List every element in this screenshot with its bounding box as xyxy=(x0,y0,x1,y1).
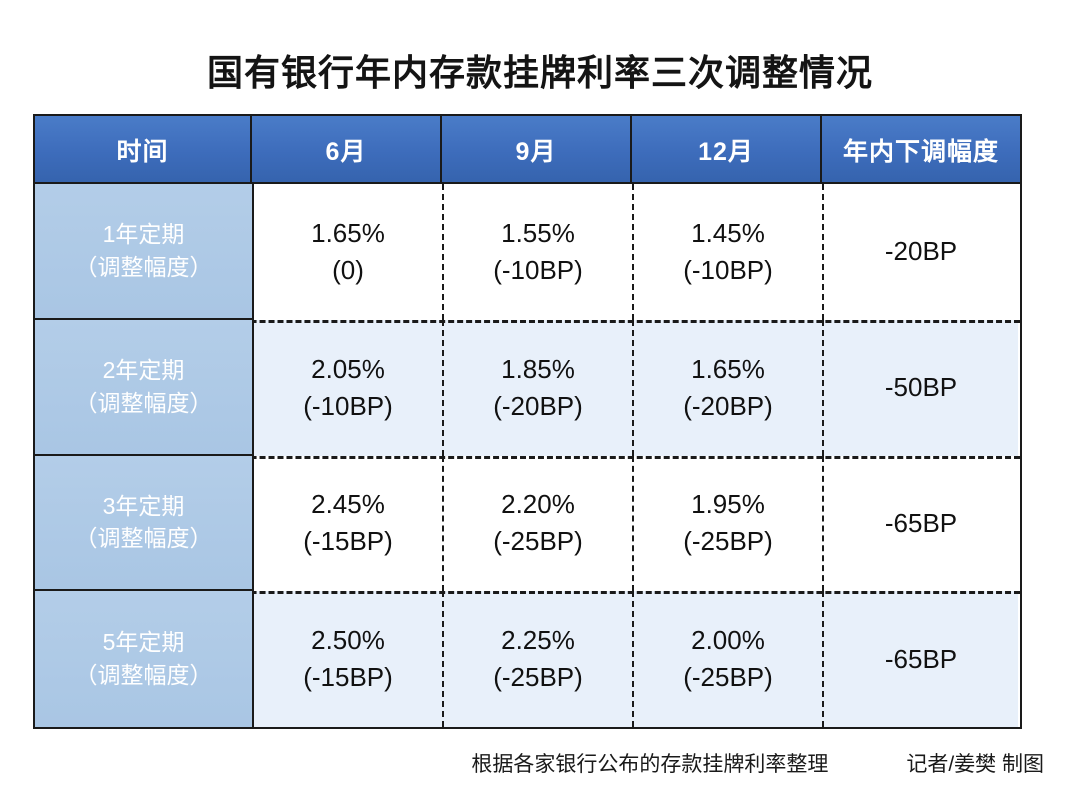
table-row: 3年定期 （调整幅度） 2.45% (-15BP) 2.20% (-25BP) … xyxy=(35,455,1020,592)
column-header-december: 12月 xyxy=(632,116,822,184)
table-row: 1年定期 （调整幅度） 1.65% (0) 1.55% (-10BP) 1.45… xyxy=(35,184,1020,320)
delta-value: (-15BP) xyxy=(303,526,393,557)
footer-credit: 记者/姜樊 制图 xyxy=(906,753,1044,776)
delta-value: (-10BP) xyxy=(683,254,773,285)
cell-5y-december: 2.00% (-25BP) xyxy=(634,591,824,727)
table-body: 1年定期 （调整幅度） 1.65% (0) 1.55% (-10BP) 1.45… xyxy=(35,184,1020,727)
rate-value: 2.05% xyxy=(311,353,385,384)
delta-value: (-25BP) xyxy=(683,526,773,557)
column-header-september: 9月 xyxy=(442,116,632,184)
cell-2y-june: 2.05% (-10BP) xyxy=(254,319,444,456)
cell-3y-september: 2.20% (-25BP) xyxy=(444,455,634,592)
page-title: 国有银行年内存款挂牌利率三次调整情况 xyxy=(206,52,873,93)
footer-source-note: 根据各家银行公布的存款挂牌利率整理 xyxy=(471,753,829,776)
cell-1y-total: -20BP xyxy=(824,184,1018,320)
row-label-1y: 1年定期 （调整幅度） xyxy=(35,184,254,320)
rate-value: 1.45% xyxy=(691,217,765,248)
row-label-sub: （调整幅度） xyxy=(74,525,213,552)
delta-value: (-25BP) xyxy=(683,662,773,693)
rate-value: 2.50% xyxy=(311,625,385,656)
rate-value: 1.95% xyxy=(691,489,765,520)
rate-value: 1.85% xyxy=(501,353,575,384)
rate-value: 1.65% xyxy=(311,217,385,248)
row-label-sub: （调整幅度） xyxy=(74,389,213,416)
row-label-main: 3年定期 xyxy=(102,492,185,519)
row-label-5y: 5年定期 （调整幅度） xyxy=(35,591,254,727)
table-row: 2年定期 （调整幅度） 2.05% (-10BP) 1.85% (-20BP) … xyxy=(35,319,1020,456)
delta-value: (-15BP) xyxy=(303,662,393,693)
row-label-main: 2年定期 xyxy=(102,356,185,383)
row-label-sub: （调整幅度） xyxy=(74,662,213,689)
rate-value: 2.00% xyxy=(691,625,765,656)
rate-value: 1.55% xyxy=(501,217,575,248)
table-header-row: 时间 6月 9月 12月 年内下调幅度 xyxy=(35,116,1020,184)
delta-value: (-25BP) xyxy=(493,662,583,693)
rate-value: 2.25% xyxy=(501,625,575,656)
row-label-main: 1年定期 xyxy=(102,221,185,248)
cell-5y-total: -65BP xyxy=(824,591,1018,727)
cell-1y-june: 1.65% (0) xyxy=(254,184,444,320)
rate-value: 2.45% xyxy=(311,489,385,520)
column-header-june: 6月 xyxy=(252,116,442,184)
column-header-time: 时间 xyxy=(35,116,252,184)
table-row: 5年定期 （调整幅度） 2.50% (-15BP) 2.25% (-25BP) … xyxy=(35,591,1020,727)
cell-3y-december: 1.95% (-25BP) xyxy=(634,455,824,592)
column-header-annual-decline: 年内下调幅度 xyxy=(822,116,1020,184)
row-label-3y: 3年定期 （调整幅度） xyxy=(35,455,254,592)
cell-3y-total: -65BP xyxy=(824,455,1018,592)
cell-2y-december: 1.65% (-20BP) xyxy=(634,319,824,456)
cell-5y-june: 2.50% (-15BP) xyxy=(254,591,444,727)
cell-3y-june: 2.45% (-15BP) xyxy=(254,455,444,592)
delta-value: (-20BP) xyxy=(683,390,773,421)
rate-value: 2.20% xyxy=(501,489,575,520)
delta-value: (-25BP) xyxy=(493,526,583,557)
row-label-sub: （调整幅度） xyxy=(74,253,213,280)
delta-value: (-10BP) xyxy=(303,390,393,421)
footer: 根据各家银行公布的存款挂牌利率整理 记者/姜樊 制图 xyxy=(0,748,1080,778)
row-label-main: 5年定期 xyxy=(102,629,185,656)
cell-2y-total: -50BP xyxy=(824,319,1018,456)
rate-value: 1.65% xyxy=(691,353,765,384)
delta-value: (-10BP) xyxy=(493,254,583,285)
row-label-2y: 2年定期 （调整幅度） xyxy=(35,319,254,456)
cell-5y-september: 2.25% (-25BP) xyxy=(444,591,634,727)
delta-value: (0) xyxy=(332,254,364,285)
cell-2y-september: 1.85% (-20BP) xyxy=(444,319,634,456)
delta-value: (-20BP) xyxy=(493,390,583,421)
cell-1y-september: 1.55% (-10BP) xyxy=(444,184,634,320)
cell-1y-december: 1.45% (-10BP) xyxy=(634,184,824,320)
rate-adjustment-table: 贝壳财经 贝壳财经 贝壳财经 xyxy=(33,114,1022,729)
